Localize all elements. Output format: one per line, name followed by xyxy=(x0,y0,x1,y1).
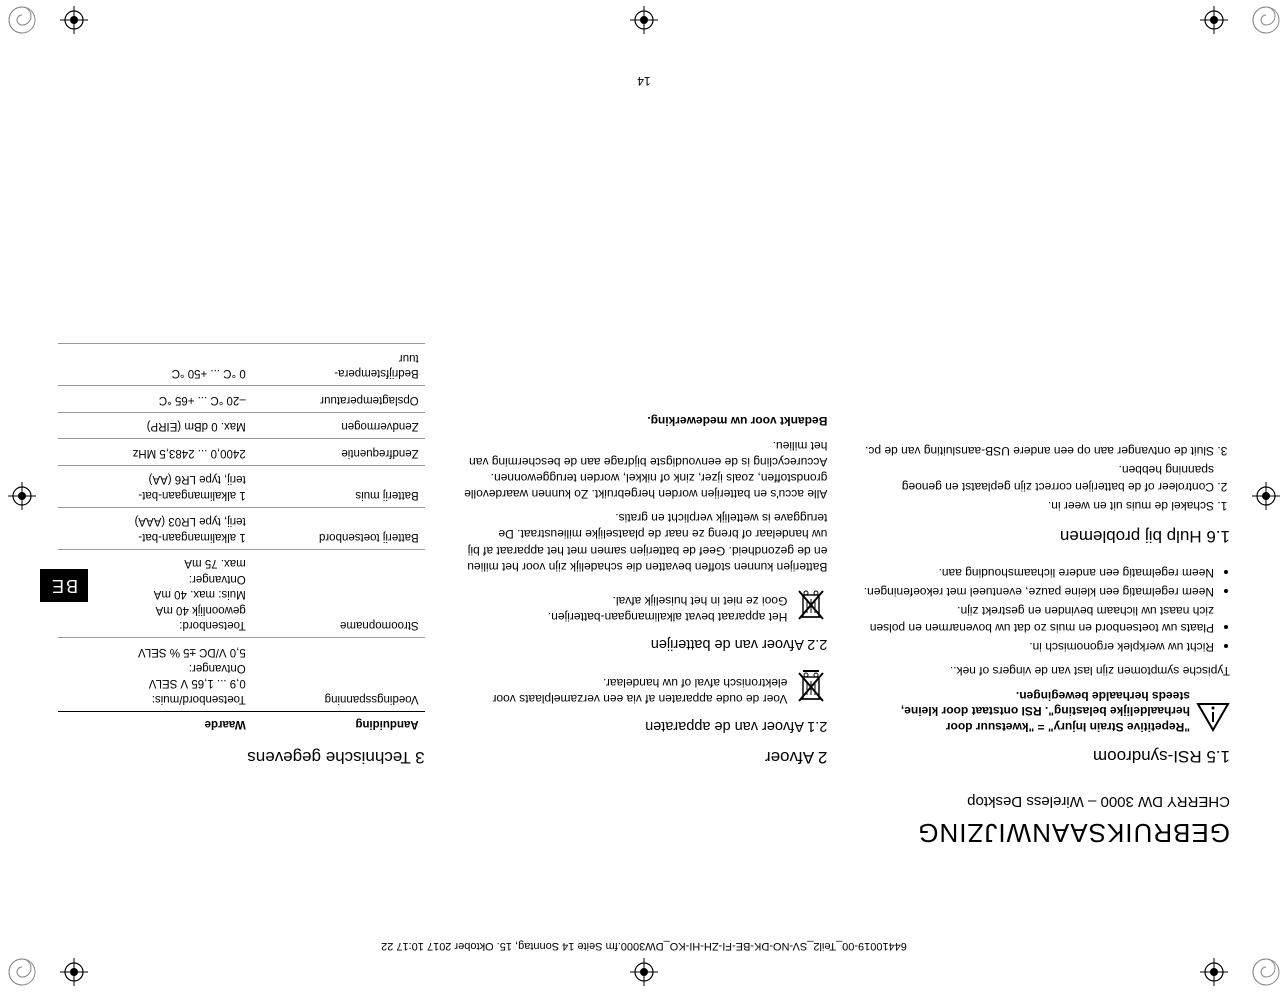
section-2-2: 2.2 Afvoer van de batterijen xyxy=(461,633,828,653)
warning-icon xyxy=(1196,697,1230,732)
column-1: GEBRUIKSAANWIJZING CHERRY DW 3000 – Wire… xyxy=(845,343,1248,850)
warning-text: "Repetitive Strain Injury" = "kwetsuur d… xyxy=(863,687,1190,734)
body-text: Het apparaat bevat alkalimangaan-batteri… xyxy=(548,610,787,624)
table-row: ZendvermogenMax. 0 dBm (EIRP) xyxy=(58,412,425,439)
reg-mark-tr2 xyxy=(60,958,88,986)
body-text: Alle accu's en batterijen worden hergebr… xyxy=(461,437,828,502)
section-3: 3 Technische gegevens xyxy=(58,745,425,768)
table-header: Aanduiding xyxy=(252,711,425,735)
corner-mark-icon xyxy=(1250,956,1282,988)
table-header-row: Aanduiding Waarde xyxy=(58,711,425,735)
body-text: Typische symptomen zijn last van de ving… xyxy=(863,663,1230,679)
table-row: StroomopnameToetsenbord: gewoonlijk 40 m… xyxy=(58,549,425,638)
doc-title: GEBRUIKSAANWIJZING xyxy=(863,815,1230,850)
body-text: Het apparaat bevat alkalimangaan-batteri… xyxy=(461,593,788,625)
reg-mark-right xyxy=(8,482,36,510)
page-number: 14 xyxy=(637,74,650,88)
body-text: Batterijen kunnen stoffen bevatten die s… xyxy=(461,510,828,575)
weee-bin-icon xyxy=(795,665,827,706)
battery-bin-icon xyxy=(795,583,827,624)
section-2: 2 Afvoer xyxy=(461,745,828,768)
corner-mark-icon xyxy=(1250,4,1282,36)
doc-subtitle: CHERRY DW 3000 – Wireless Desktop xyxy=(863,791,1230,811)
body-text: Voer de oude apparaten af via een verzam… xyxy=(461,675,788,707)
language-tag: BE xyxy=(40,569,88,602)
header-filename: 64410019-00_Teil2_SV-NO-DK-BE-FI-ZH-HI-K… xyxy=(40,940,1248,952)
list-item: Neem regelmatig een andere lichaamshoudi… xyxy=(863,565,1214,581)
specs-table: Aanduiding Waarde VoedingsspanningToetse… xyxy=(58,343,425,735)
table-row: Batterij toetsenbord1 alkalimangaan-bat-… xyxy=(58,507,425,549)
thanks-text: Bedankt voor uw medewerking. xyxy=(461,413,828,429)
section-1-5: 1.5 RSI-syndroom xyxy=(863,744,1230,767)
column-3: 3 Technische gegevens Aanduiding Waarde … xyxy=(40,343,443,850)
table-row: Batterij muis1 alkalimangaan-bat- terij,… xyxy=(58,465,425,507)
bullet-list: Richt uw werkplek ergonomisch in. Plaats… xyxy=(863,565,1214,655)
table-row: VoedingsspanningToetsenbord/muis: 0,9 ..… xyxy=(58,638,425,711)
list-item: Neem regelmatig een kleine pauze, eventu… xyxy=(863,584,1214,600)
list-item: Richt uw werkplek ergonomisch in. xyxy=(863,639,1214,655)
section-2-1: 2.1 Afvoer van de apparaten xyxy=(461,716,828,736)
reg-mark-top xyxy=(630,958,658,986)
list-item: Plaats uw toetsenbord en muis zo dat uw … xyxy=(863,603,1214,635)
table-row: Zendfrequentie2400,0 ... 2483,5 MHz xyxy=(58,439,425,466)
corner-mark-icon xyxy=(6,956,38,988)
reg-mark-tl2 xyxy=(1200,958,1228,986)
body-text: Gooi ze niet in het huiselijk afval. xyxy=(613,594,788,608)
numbered-list: Schakel de muis uit en weer in. Controle… xyxy=(863,443,1214,514)
list-item: Schakel de muis uit en weer in. xyxy=(863,498,1214,514)
table-row: Bedrijfstempera- tuur0 °C ... +50 °C xyxy=(58,344,425,386)
reg-mark-left xyxy=(1252,482,1280,510)
list-item: Sluit de ontvanger aan op een andere USB… xyxy=(863,443,1214,459)
section-1-6: 1.6 Hulp bij problemen xyxy=(863,524,1230,547)
column-2: 2 Afvoer 2.1 Afvoer van de apparaten Voe… xyxy=(443,343,846,850)
list-item: Controleer of de batterijen correct zijn… xyxy=(863,462,1214,494)
corner-mark-icon xyxy=(6,4,38,36)
table-header: Waarde xyxy=(58,711,252,735)
table-row: Opslagtemperatuur–20 °C ... +65 °C xyxy=(58,386,425,413)
